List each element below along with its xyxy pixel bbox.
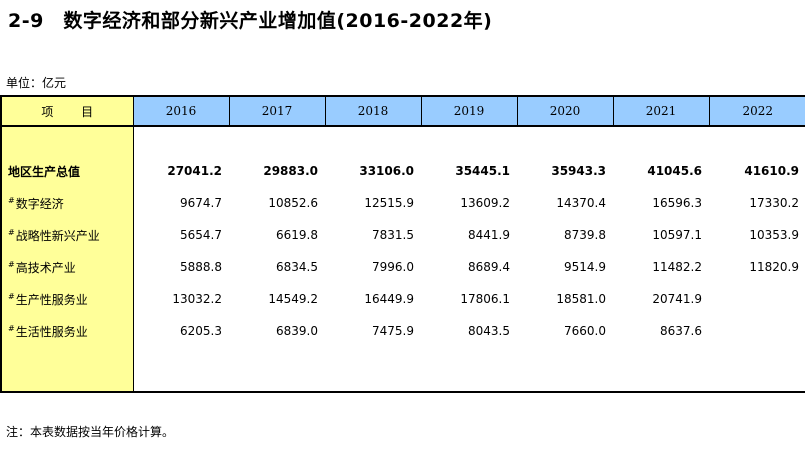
header-item: 项 目 — [0, 95, 134, 127]
header-year: 2019 — [421, 95, 518, 127]
cell-value: 18581.0 — [556, 292, 606, 306]
data-table-container: 项 目 2016 2017 2018 2019 2020 2021 2022 地… — [0, 95, 805, 393]
table-row: #数字经济 9674.7 10852.6 12515.9 13609.2 14370.4 1… — [0, 187, 805, 219]
spacer-row — [0, 126, 805, 155]
cell-value: 6619.8 — [276, 228, 318, 242]
cell-value: 8739.8 — [564, 228, 606, 242]
cell-value: 8043.5 — [468, 324, 510, 338]
row-label-text: 高技术产业 — [15, 260, 76, 275]
cell-value: 11482.2 — [652, 260, 702, 274]
page-title: 2-9 数字经济和部分新兴产业增加值(2016-2022年) — [8, 10, 493, 32]
table-row: #战略性新兴产业 5654.7 6619.8 7831.5 8441.9 8739.8 10… — [0, 219, 805, 251]
footnote: 注：本表数据按当年价格计算。 — [6, 425, 175, 439]
header-year: 2017 — [229, 95, 326, 127]
row-label-text: 生产性服务业 — [15, 292, 88, 307]
header-year: 2016 — [133, 95, 230, 127]
cell-value: 41045.6 — [647, 164, 702, 178]
row-label-text: 战略性新兴产业 — [15, 228, 100, 243]
cell-value: 14549.2 — [268, 292, 318, 306]
header-year: 2020 — [517, 95, 614, 127]
cell-value: 7996.0 — [372, 260, 414, 274]
cell-value: 17806.1 — [460, 292, 510, 306]
data-table: 项 目 2016 2017 2018 2019 2020 2021 2022 地… — [0, 95, 805, 393]
row-mark: # — [8, 227, 15, 237]
cell-value: 8441.9 — [468, 228, 510, 242]
cell-value: 14370.4 — [556, 196, 606, 210]
cell-value: 10597.1 — [652, 228, 702, 242]
cell-value: 5654.7 — [180, 228, 222, 242]
row-mark: # — [8, 259, 15, 269]
header-year: 2018 — [325, 95, 422, 127]
cell-value: 7660.0 — [564, 324, 606, 338]
table-row: #生产性服务业 13032.2 14549.2 16449.9 17806.1 18581… — [0, 283, 805, 315]
row-label-text: 地区生产总值 — [8, 164, 81, 179]
cell-value: 9514.9 — [564, 260, 606, 274]
row-label-text: 数字经济 — [15, 196, 64, 211]
cell-value: 20741.9 — [652, 292, 702, 306]
cell-value: 41610.9 — [744, 164, 799, 178]
table-row: #生活性服务业 6205.3 6839.0 7475.9 8043.5 7660.0 863… — [0, 315, 805, 347]
row-label-text: 生活性服务业 — [15, 324, 88, 339]
row-label: #战略性新兴产业 — [0, 219, 134, 251]
row-label: #生产性服务业 — [0, 283, 134, 315]
spacer-row — [0, 347, 805, 393]
row-label: #生活性服务业 — [0, 315, 134, 347]
row-mark: # — [8, 195, 15, 205]
cell-value: 8689.4 — [468, 260, 510, 274]
cell-value: 13609.2 — [460, 196, 510, 210]
cell-value: 16449.9 — [364, 292, 414, 306]
cell-value: 13032.2 — [172, 292, 222, 306]
cell-value: 17330.2 — [749, 196, 799, 210]
cell-value: 10353.9 — [749, 228, 799, 242]
cell-value: 6834.5 — [276, 260, 318, 274]
cell-value: 35943.3 — [551, 164, 606, 178]
cell-value: 27041.2 — [167, 164, 222, 178]
cell-value: 7831.5 — [372, 228, 414, 242]
row-label: 地区生产总值 — [0, 155, 134, 187]
table-row: #高技术产业 5888.8 6834.5 7996.0 8689.4 9514.9 1148… — [0, 251, 805, 283]
cell-value: 12515.9 — [364, 196, 414, 210]
unit-label: 单位：亿元 — [6, 76, 67, 90]
header-year: 2021 — [613, 95, 710, 127]
cell-value: 10852.6 — [268, 196, 318, 210]
row-label: #高技术产业 — [0, 251, 134, 283]
cell-value — [709, 315, 805, 347]
table-row: 地区生产总值 27041.2 29883.0 33106.0 35445.1 35943.… — [0, 155, 805, 187]
cell-value: 16596.3 — [652, 196, 702, 210]
header-year: 2022 — [709, 95, 805, 127]
cell-value: 6839.0 — [276, 324, 318, 338]
row-mark: # — [8, 323, 15, 333]
cell-value: 8637.6 — [660, 324, 702, 338]
cell-value: 11820.9 — [749, 260, 799, 274]
cell-value: 35445.1 — [455, 164, 510, 178]
row-mark: # — [8, 291, 15, 301]
cell-value: 6205.3 — [180, 324, 222, 338]
row-label: #数字经济 — [0, 187, 134, 219]
cell-value: 7475.9 — [372, 324, 414, 338]
cell-value: 33106.0 — [359, 164, 414, 178]
table-header-row: 项 目 2016 2017 2018 2019 2020 2021 2022 — [0, 95, 805, 127]
cell-value — [709, 283, 805, 315]
cell-value: 5888.8 — [180, 260, 222, 274]
cell-value: 9674.7 — [180, 196, 222, 210]
cell-value: 29883.0 — [263, 164, 318, 178]
